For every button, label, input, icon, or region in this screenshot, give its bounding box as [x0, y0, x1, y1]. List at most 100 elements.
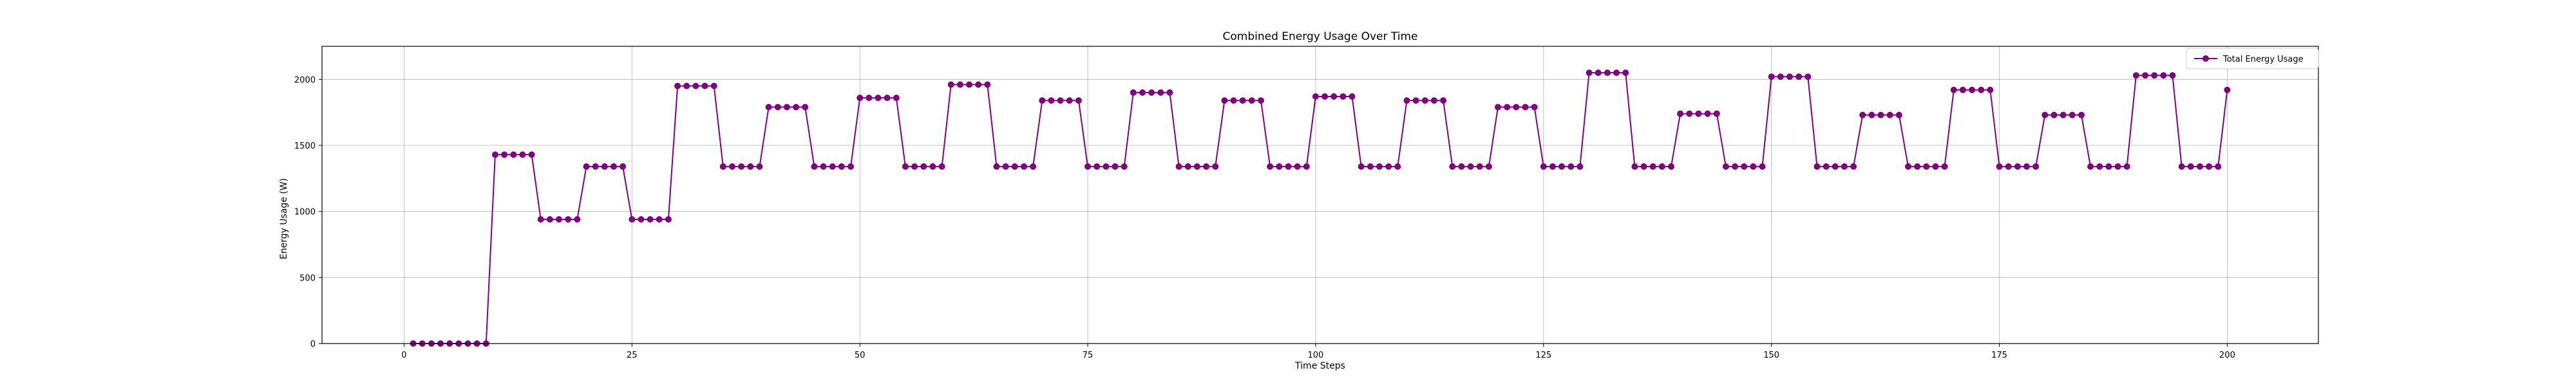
data-point: [747, 163, 754, 170]
chart-title: Combined Energy Usage Over Time: [1223, 30, 1418, 43]
data-point: [601, 163, 608, 170]
plot-area-frame: [321, 46, 2319, 344]
data-point: [2169, 72, 2176, 79]
data-point: [1850, 163, 1857, 170]
data-point: [1312, 93, 1319, 100]
data-point: [1841, 163, 1848, 170]
data-point: [683, 82, 690, 89]
data-point: [1476, 163, 1483, 170]
data-point: [1221, 97, 1228, 104]
data-point: [701, 82, 708, 89]
data-point: [1430, 97, 1437, 104]
x-tick-label: 50: [855, 351, 866, 360]
data-point: [1440, 97, 1447, 104]
data-point: [783, 104, 790, 111]
data-point: [638, 216, 645, 223]
data-point: [1066, 97, 1073, 104]
data-point: [2060, 111, 2067, 118]
data-point: [1331, 93, 1338, 100]
data-point: [1932, 163, 1939, 170]
data-point: [2096, 163, 2103, 170]
data-point: [611, 163, 617, 170]
data-point: [2087, 163, 2094, 170]
data-point: [1011, 163, 1018, 170]
y-axis-label: Energy Usage (W): [279, 178, 289, 259]
data-point: [811, 163, 818, 170]
data-point: [565, 216, 572, 223]
data-point: [1777, 73, 1784, 80]
data-point: [1021, 163, 1027, 170]
data-point: [692, 82, 699, 89]
data-point: [719, 163, 726, 170]
data-point: [866, 95, 873, 102]
x-axis-label: Time Steps: [1294, 361, 1345, 371]
data-point: [1795, 73, 1803, 80]
data-point: [820, 163, 827, 170]
data-point: [1895, 111, 1902, 118]
data-point: [1112, 163, 1119, 170]
data-point: [802, 104, 809, 111]
data-point: [1394, 163, 1401, 170]
data-point: [1495, 104, 1501, 111]
data-point: [2187, 163, 2194, 170]
data-point: [1759, 163, 1766, 170]
y-tick-label: 1500: [294, 142, 316, 151]
data-point: [1577, 163, 1584, 170]
data-point: [1139, 89, 1146, 96]
data-point: [1522, 104, 1529, 111]
data-point: [793, 104, 800, 111]
data-point: [1969, 86, 1976, 93]
data-point: [1193, 163, 1200, 170]
data-point: [838, 163, 845, 170]
data-point: [911, 163, 918, 170]
y-tick-label: 0: [310, 340, 316, 349]
data-point: [1978, 86, 1985, 93]
data-point: [629, 216, 636, 223]
data-point: [1722, 163, 1729, 170]
data-point: [1741, 163, 1748, 170]
data-point: [1513, 104, 1520, 111]
data-point: [2078, 111, 2085, 118]
data-point: [1814, 163, 1821, 170]
data-point: [975, 81, 982, 88]
data-point: [1531, 104, 1538, 111]
data-point: [829, 163, 836, 170]
data-point: [1686, 110, 1693, 117]
data-point: [656, 216, 663, 223]
data-point: [984, 81, 991, 88]
x-tick-label: 25: [627, 351, 638, 360]
data-point: [920, 163, 927, 170]
data-point: [966, 81, 972, 88]
series-line: [413, 72, 2228, 344]
data-point: [2114, 163, 2121, 170]
data-point: [2224, 86, 2231, 93]
data-point: [1148, 89, 1155, 96]
data-point: [1048, 97, 1055, 104]
data-point: [620, 163, 627, 170]
data-point: [2178, 163, 2185, 170]
data-point: [491, 151, 498, 158]
x-tick-label: 100: [1308, 351, 1324, 360]
data-point: [1987, 86, 1994, 93]
data-point: [1385, 163, 1392, 170]
data-point: [947, 81, 954, 88]
data-point: [537, 216, 544, 223]
data-point: [1267, 163, 1274, 170]
data-point: [1959, 86, 1966, 93]
data-point: [1677, 110, 1684, 117]
data-point: [528, 151, 535, 158]
data-point: [1996, 163, 2003, 170]
data-point: [1823, 163, 1830, 170]
data-point: [2123, 163, 2130, 170]
data-point: [1549, 163, 1556, 170]
data-point: [1768, 73, 1775, 80]
data-point: [1877, 111, 1884, 118]
data-point: [674, 82, 681, 89]
data-point: [2197, 163, 2203, 170]
data-point: [592, 163, 599, 170]
data-point: [1166, 89, 1173, 96]
data-point: [1294, 163, 1301, 170]
data-point: [1586, 69, 1593, 77]
data-point: [1732, 163, 1739, 170]
